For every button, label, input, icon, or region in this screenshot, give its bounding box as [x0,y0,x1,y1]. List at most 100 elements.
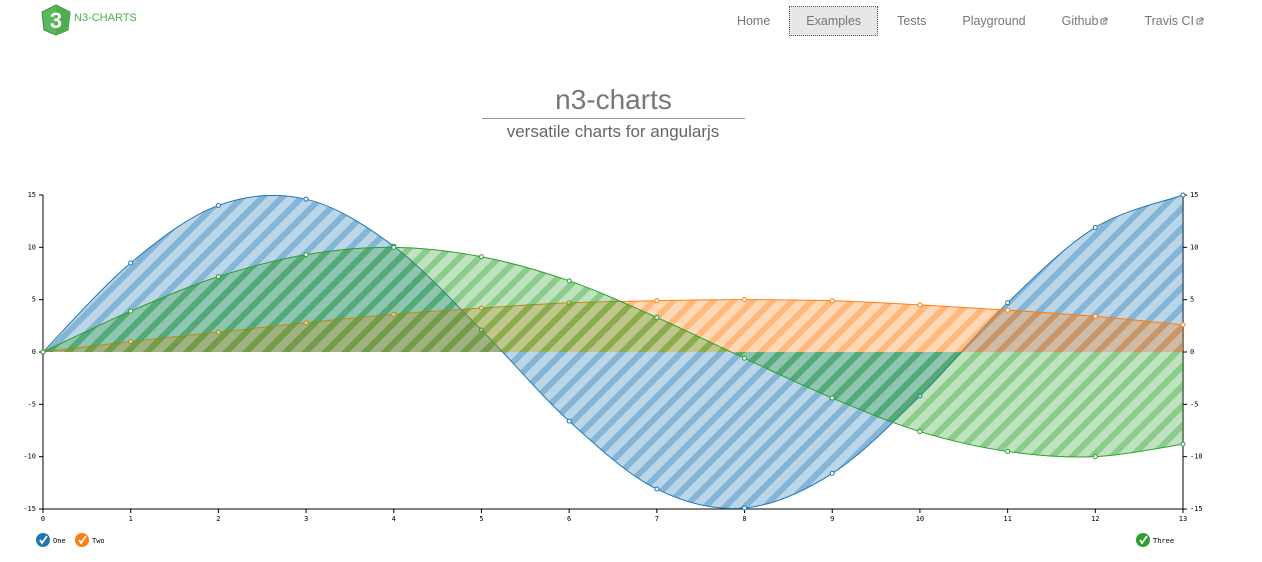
nav-item[interactable]: Github [1045,6,1126,36]
y2-tick-label: 5 [1190,296,1194,304]
nav-item[interactable]: Tests [880,6,943,36]
point [478,305,484,311]
x-tick-label: 12 [1091,515,1099,523]
external-icon [1100,17,1108,25]
legend-check [1139,535,1148,545]
point [128,339,134,345]
nav-label: Travis CI [1144,14,1194,28]
external-icon [1196,17,1204,25]
legend-label: Three [1153,537,1174,545]
x-tick-label: 3 [304,515,308,523]
x-tick-label: 9 [830,515,834,523]
point [566,418,572,424]
point [478,254,484,260]
x-tick-label: 13 [1179,515,1187,523]
line [42,299,1184,353]
area [43,195,1183,509]
nav-label: Playground [962,14,1026,28]
point [1092,224,1098,230]
nav-item[interactable]: Examples [789,6,879,36]
logo-text[interactable]: N3-CHARTS [74,12,137,24]
point [1005,300,1011,306]
point [40,349,46,355]
nav-label: Home [736,14,771,28]
point [215,202,221,208]
y2-tick-label: -5 [1190,400,1198,408]
point [303,252,309,258]
nav-item[interactable]: Playground [945,6,1042,36]
nav-item[interactable]: Home [720,6,787,36]
y2-tick-label: -15 [1190,505,1203,513]
legend-swatch [1136,533,1150,547]
point [40,349,46,355]
nav-item[interactable]: Travis CI [1127,6,1221,36]
point [654,486,660,492]
point [1180,322,1186,328]
point [1180,441,1186,447]
legend-label: Two [92,537,105,545]
nav-label: Examples [806,14,862,28]
point [40,349,46,355]
point [1092,454,1098,460]
y-tick-label: -10 [23,453,36,461]
point [566,300,572,306]
point [566,278,572,284]
point [654,314,660,320]
nav-label: Tests [897,14,927,28]
nav: Home Examples Tests Playground Github Travis … [719,6,1222,36]
point [742,355,748,361]
x-tick-label: 11 [1003,515,1011,523]
point [917,302,923,308]
y-tick-label: -5 [28,400,36,408]
point [917,429,923,435]
point [128,260,134,266]
point [742,505,748,511]
x-tick-label: 1 [129,515,133,523]
legend-check [39,535,48,545]
logo-mark: 3 [50,8,62,33]
legend-swatch [36,533,50,547]
y-tick-label: 5 [32,296,36,304]
x-tick-label: 7 [655,515,659,523]
legend-item[interactable]: One [36,533,66,547]
x-tick-label: 8 [742,515,746,523]
legend-item[interactable]: Three [1136,533,1174,547]
hero-title: n3-charts [482,84,745,119]
nav-label: Github [1061,14,1099,28]
area [43,247,1183,457]
point [391,243,397,249]
point [303,320,309,326]
x-tick-label: 10 [916,515,924,523]
legend-label: One [53,537,66,545]
point [917,393,923,399]
x-tick-label: 4 [392,515,396,523]
point [829,298,835,304]
legend-item[interactable]: Two [75,533,105,547]
legend-check [78,535,87,545]
y2-tick-label: 0 [1190,348,1194,356]
legend-swatch [75,533,89,547]
point [128,308,134,314]
point [391,311,397,317]
line [42,194,1184,509]
area [43,299,1183,352]
y2-tick-label: -10 [1190,453,1203,461]
y-tick-label: -15 [23,505,36,513]
point [1005,307,1011,313]
x-tick-label: 2 [216,515,220,523]
line [42,246,1184,458]
point [215,274,221,280]
y-tick-label: 0 [32,348,36,356]
point [478,327,484,333]
point [742,297,748,303]
x-tick-label: 5 [479,515,483,523]
y-tick-label: 15 [28,191,36,199]
hero-subtitle: versatile charts for angularjs [506,122,720,141]
point [654,298,660,304]
x-tick-label: 0 [41,515,45,523]
point [1092,313,1098,319]
point [1005,448,1011,454]
y2-tick-label: 10 [1190,243,1198,251]
logo[interactable]: 3 [40,4,72,36]
